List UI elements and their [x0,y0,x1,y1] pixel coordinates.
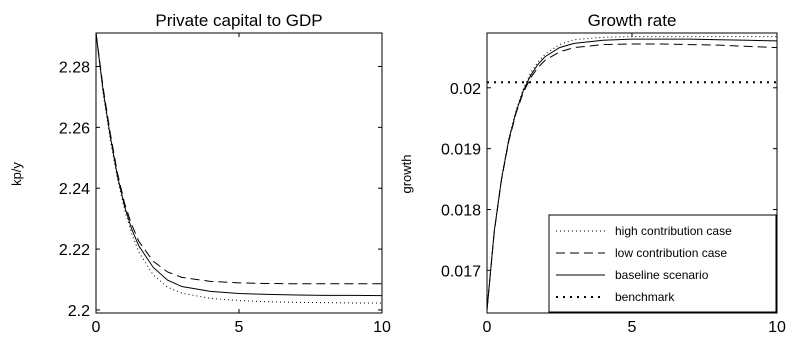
x-tick-label: 5 [628,319,637,336]
y-tick-label: 2.24 [59,181,90,198]
legend-label: low contribution case [615,246,727,260]
left-panel: Private capital to GDP kp/y 0 5 10 2.2 2.22 2… [9,11,391,336]
series-line-low-contribution-case [487,43,777,311]
series-line-baseline-scenario [96,33,382,297]
series-line-low-contribution-case [96,33,382,285]
left-chart-title: Private capital to GDP [155,11,322,30]
legend-label: baseline scenario [615,268,709,282]
series-line-baseline-scenario [487,38,777,311]
left-y-axis-label: kp/y [9,162,24,186]
y-tick-label: 2.26 [59,120,90,137]
y-tick-label: 0.019 [441,142,481,159]
y-tick-label: 2.22 [59,242,90,259]
x-tick-label: 0 [92,319,101,336]
legend-label: benchmark [615,290,675,304]
left-plot-area: 0 5 10 2.2 2.22 2.24 2.26 2.28 [59,32,391,336]
legend-label: high contribution case [615,224,732,238]
series-line-high-contribution-case [96,33,382,304]
x-tick-label: 0 [483,319,492,336]
y-tick-label: 0.02 [450,81,481,98]
right-panel: Growth rate growth 0 5 10 0.017 0.018 0.019 0.… [399,11,786,336]
y-tick-label: 0.017 [441,263,481,280]
axes-frame [95,32,383,314]
right-plot-area: 0 5 10 0.017 0.018 0.019 0.02 high contribution… [441,32,786,336]
right-chart-title: Growth rate [588,11,677,30]
right-y-axis-label: growth [399,154,414,193]
x-tick-label: 10 [768,319,786,336]
y-tick-label: 2.28 [59,59,90,76]
y-tick-label: 2.2 [68,303,90,320]
y-tick-label: 0.018 [441,203,481,220]
x-tick-label: 5 [235,319,244,336]
x-tick-label: 10 [373,319,391,336]
legend: high contribution case low contribution c… [548,214,777,313]
